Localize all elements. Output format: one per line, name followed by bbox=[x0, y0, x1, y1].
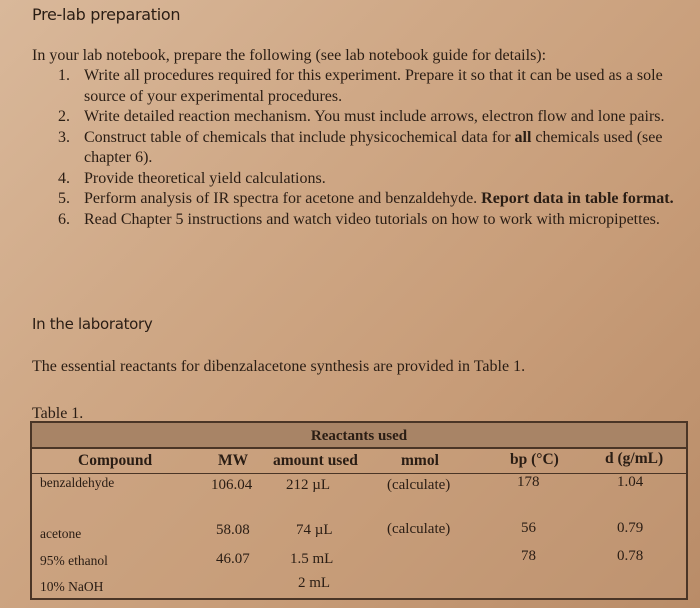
list-number: 4. bbox=[58, 169, 70, 187]
list-text-bold: all bbox=[514, 128, 532, 146]
cell-density: 0.79 bbox=[617, 520, 644, 536]
list-item: 3. Construct table of chemicals that inc… bbox=[58, 128, 688, 169]
column-header-amount: amount used bbox=[273, 452, 358, 469]
cell-mw: 58.08 bbox=[216, 522, 250, 538]
reactants-table: Reactants used Compound MW amount used m… bbox=[30, 421, 688, 600]
cell-bp: 78 bbox=[521, 548, 536, 564]
list-text: Write detailed reaction mechanism. You m… bbox=[84, 108, 665, 125]
table-group-header: Reactants used bbox=[32, 423, 686, 449]
lab-paragraph: The essential reactants for dibenzalacet… bbox=[32, 358, 526, 375]
list-number: 6. bbox=[58, 210, 70, 228]
list-item: 2. Write detailed reaction mechanism. Yo… bbox=[58, 107, 688, 128]
cell-mw: 46.07 bbox=[216, 551, 250, 567]
cell-compound: 10% NaOH bbox=[40, 579, 104, 594]
list-number: 5. bbox=[58, 190, 70, 207]
cell-compound: benzaldehyde bbox=[40, 475, 115, 490]
list-item: 5. Perform analysis of IR spectra for ac… bbox=[58, 189, 688, 210]
column-header-bp: bp (°C) bbox=[510, 451, 559, 468]
prelab-intro: In your lab notebook, prepare the follow… bbox=[32, 47, 547, 64]
list-text: Construct table of chemicals that includ… bbox=[84, 128, 515, 146]
list-text: Provide theoretical yield calculations. bbox=[84, 169, 326, 187]
cell-mmol: (calculate) bbox=[387, 477, 451, 493]
cell-compound: 95% ethanol bbox=[40, 553, 108, 568]
list-item: 4. Provide theoretical yield calculation… bbox=[58, 169, 688, 190]
table-caption: Table 1. bbox=[32, 405, 84, 422]
column-header-density: d (g/mL) bbox=[605, 450, 664, 467]
cell-bp: 56 bbox=[521, 520, 536, 536]
cell-amount: 1.5 mL bbox=[290, 551, 334, 567]
list-text-bold: Report data in table format. bbox=[481, 190, 674, 207]
list-text: Write all procedures required for this e… bbox=[84, 67, 663, 105]
column-header-compound: Compound bbox=[78, 452, 153, 469]
cell-compound: acetone bbox=[40, 526, 82, 541]
lab-heading: In the laboratory bbox=[32, 315, 153, 333]
cell-amount: 2 mL bbox=[298, 575, 331, 591]
cell-amount: 74 µL bbox=[296, 522, 333, 538]
list-item: 6. Read Chapter 5 instructions and watch… bbox=[58, 210, 688, 231]
list-text: chemicals used (see chapter 6). bbox=[84, 128, 663, 167]
table-header-row: Compound MW amount used mmol bp (°C) d (… bbox=[32, 449, 686, 474]
cell-amount: 212 µL bbox=[286, 477, 331, 493]
column-header-mmol: mmol bbox=[401, 452, 439, 469]
list-item: 1. Write all procedures required for thi… bbox=[58, 66, 688, 107]
list-text: Perform analysis of IR spectra for aceto… bbox=[84, 190, 482, 207]
list-number: 3. bbox=[58, 128, 70, 146]
list-number: 2. bbox=[58, 108, 70, 125]
list-text: Read Chapter 5 instructions and watch vi… bbox=[84, 210, 660, 228]
column-header-mw: MW bbox=[218, 452, 249, 469]
cell-density: 0.78 bbox=[617, 548, 644, 564]
prelab-heading: Pre-lab preparation bbox=[32, 5, 181, 24]
cell-mmol: (calculate) bbox=[387, 521, 451, 537]
prelab-list: 1. Write all procedures required for thi… bbox=[58, 66, 688, 230]
cell-mw: 106.04 bbox=[211, 477, 253, 493]
cell-density: 1.04 bbox=[617, 474, 644, 490]
cell-bp: 178 bbox=[517, 474, 540, 490]
list-number: 1. bbox=[58, 67, 70, 84]
